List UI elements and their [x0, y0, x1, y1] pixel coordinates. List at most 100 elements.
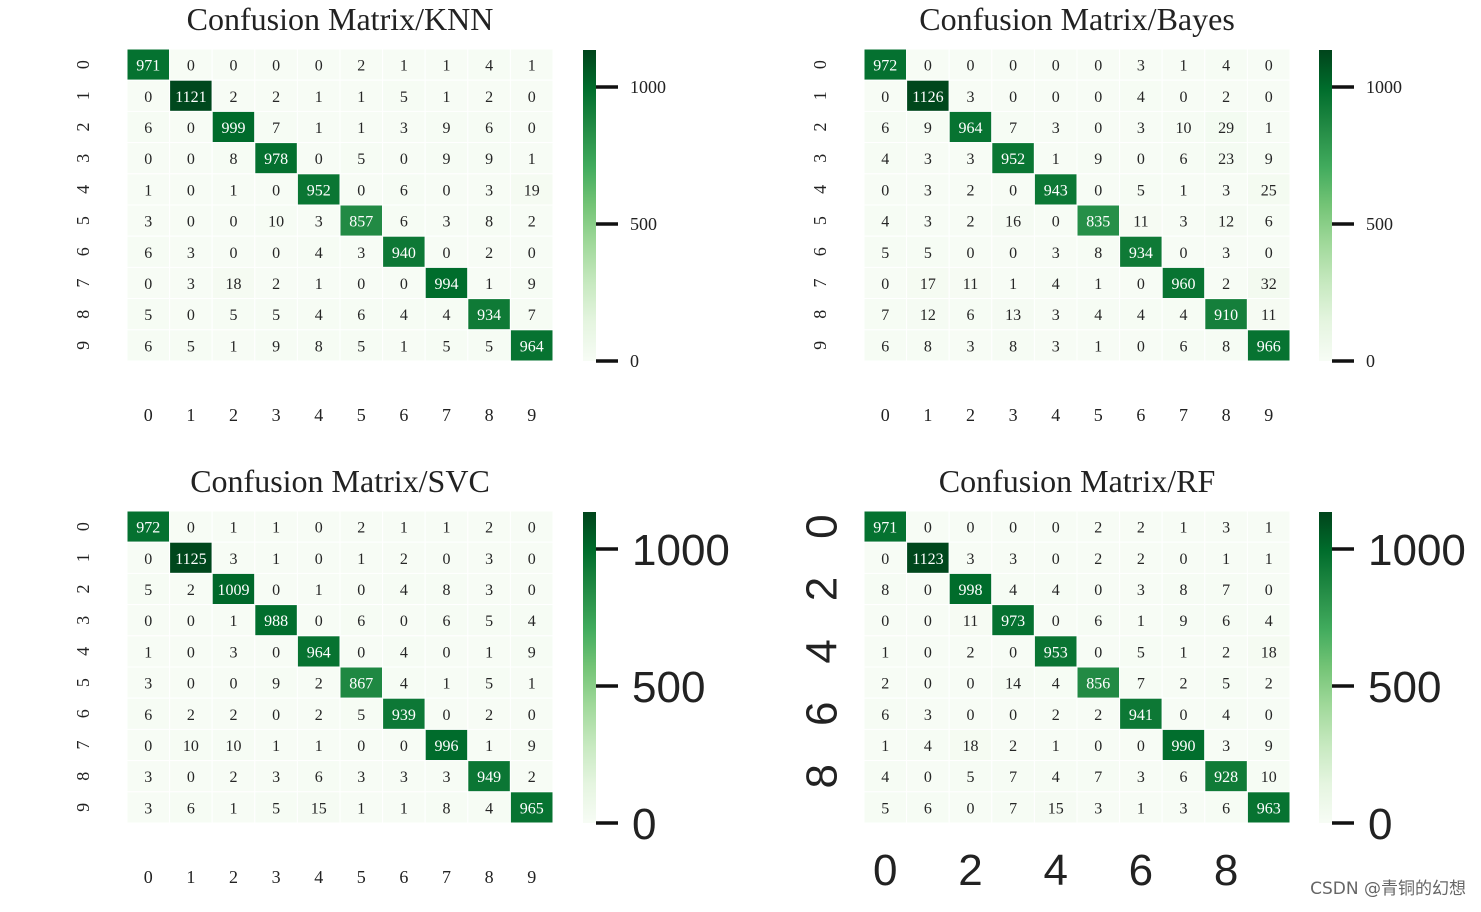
- heatmap-cell: [211, 604, 256, 637]
- y-tick-label: 8: [73, 310, 93, 319]
- cell-value-label: 8: [443, 582, 451, 599]
- y-tick-label: 9: [73, 341, 93, 350]
- heatmap-cell: [211, 760, 256, 793]
- cell-value-label: 11: [963, 613, 978, 630]
- cell-value-label: 6: [1180, 338, 1188, 355]
- cell-value-label: 10: [1261, 769, 1277, 786]
- cell-value-label: 3: [1137, 120, 1145, 137]
- heatmap-cell: [1119, 235, 1163, 268]
- y-tick-label: 3: [73, 154, 93, 163]
- cell-value-label: 4: [881, 151, 889, 168]
- cell-value-label: 6: [315, 769, 323, 786]
- x-tick-label: 1: [186, 405, 195, 425]
- cell-value-label: 1: [315, 276, 323, 293]
- cell-value-label: 8: [924, 338, 932, 355]
- cell-value-label: 9: [1094, 151, 1102, 168]
- heatmap-cell: [906, 728, 950, 762]
- cell-value-label: 2: [485, 89, 493, 106]
- colorbar: [583, 512, 596, 823]
- heatmap-cell: [1033, 760, 1078, 793]
- cell-value-label: 7: [1009, 800, 1017, 817]
- cell-value-label: 10: [268, 214, 284, 231]
- cell-value-label: 3: [187, 245, 195, 262]
- cell-value-label: 0: [967, 707, 975, 724]
- cell-value-label: 0: [443, 644, 451, 661]
- cell-value-label: 6: [881, 120, 889, 137]
- cell-value-label: 0: [230, 676, 238, 693]
- cell-value-label: 4: [1222, 58, 1230, 75]
- cell-value-label: 4: [1052, 582, 1060, 599]
- cell-value-label: 1: [144, 182, 152, 199]
- cell-value-label: 13: [1005, 307, 1021, 324]
- colorbar-tick-label: 500: [1368, 663, 1441, 712]
- cell-value-label: 9: [528, 644, 536, 661]
- heatmap-cell: [424, 728, 469, 762]
- cell-value-label: 2: [1180, 676, 1188, 693]
- y-tick-label: 2: [798, 577, 847, 601]
- cell-value-label: 8: [485, 214, 493, 231]
- cell-value-label: 9: [1265, 738, 1273, 755]
- y-tick-label: 7: [73, 279, 93, 288]
- cell-value-label: 3: [144, 676, 152, 693]
- heatmap-cell: [1076, 235, 1121, 268]
- heatmap-cell: [863, 110, 908, 144]
- cell-value-label: 1: [485, 276, 493, 293]
- cell-value-label: 0: [881, 89, 889, 106]
- cell-value-label: 6: [144, 120, 152, 137]
- cell-value-label: 1: [230, 613, 238, 630]
- y-tick-label: 6: [810, 247, 830, 256]
- cell-value-label: 0: [1009, 644, 1017, 661]
- heatmap-cell: [509, 635, 554, 668]
- heatmap-cell: [169, 666, 213, 699]
- heatmap-cell: [382, 791, 426, 824]
- heatmap-cell: [382, 666, 426, 699]
- cell-value-label: 6: [144, 707, 152, 724]
- cell-value-label: 7: [528, 307, 536, 324]
- x-tick-label: 7: [442, 405, 451, 425]
- cell-value-label: 971: [873, 520, 897, 537]
- cell-value-label: 0: [1009, 182, 1017, 199]
- heatmap-cell: [991, 541, 1035, 574]
- cell-value-label: 2: [1222, 276, 1230, 293]
- heatmap-cell: [126, 791, 171, 824]
- heatmap-cell: [1161, 204, 1206, 237]
- x-tick-label: 3: [272, 405, 281, 425]
- cell-value-label: 867: [349, 676, 373, 693]
- y-tick-label: 7: [73, 741, 93, 750]
- heatmap-cell: [126, 635, 171, 668]
- cell-value-label: 0: [315, 151, 323, 168]
- heatmap-cell: [424, 298, 469, 331]
- cell-value-label: 6: [1180, 151, 1188, 168]
- heatmap-cell: [863, 48, 908, 81]
- cell-value-label: 0: [1265, 582, 1273, 599]
- x-tick-label: 1: [923, 405, 932, 425]
- cell-value-label: 0: [1094, 644, 1102, 661]
- heatmap-cell: [296, 697, 341, 730]
- cell-value-label: 934: [477, 307, 501, 324]
- y-tick-label: 3: [810, 154, 830, 163]
- cell-value-label: 934: [1129, 245, 1153, 262]
- cell-value-label: 4: [315, 307, 323, 324]
- heatmap-cell: [339, 48, 384, 81]
- cell-value-label: 9: [443, 120, 451, 137]
- heatmap-cell: [1076, 791, 1121, 824]
- cell-value-label: 2: [881, 676, 889, 693]
- heatmap-cell: [991, 697, 1035, 730]
- cell-value-label: 0: [144, 89, 152, 106]
- heatmap-cell: [1204, 173, 1248, 206]
- cell-value-label: 32: [1261, 276, 1277, 293]
- heatmap-cell: [1246, 235, 1291, 268]
- heatmap-cell: [1204, 266, 1248, 300]
- cell-value-label: 10: [183, 738, 199, 755]
- heatmap-cell: [1161, 235, 1206, 268]
- heatmap-cell: [382, 110, 426, 144]
- heatmap-cell: [906, 110, 950, 144]
- cell-value-label: 2: [1137, 520, 1145, 537]
- cell-value-label: 5: [485, 338, 493, 355]
- heatmap-cell: [339, 142, 384, 175]
- cell-value-label: 0: [1052, 214, 1060, 231]
- heatmap-cell: [1033, 572, 1078, 606]
- cell-value-label: 4: [1137, 307, 1145, 324]
- cell-value-label: 0: [528, 89, 536, 106]
- heatmap-cell: [254, 510, 298, 543]
